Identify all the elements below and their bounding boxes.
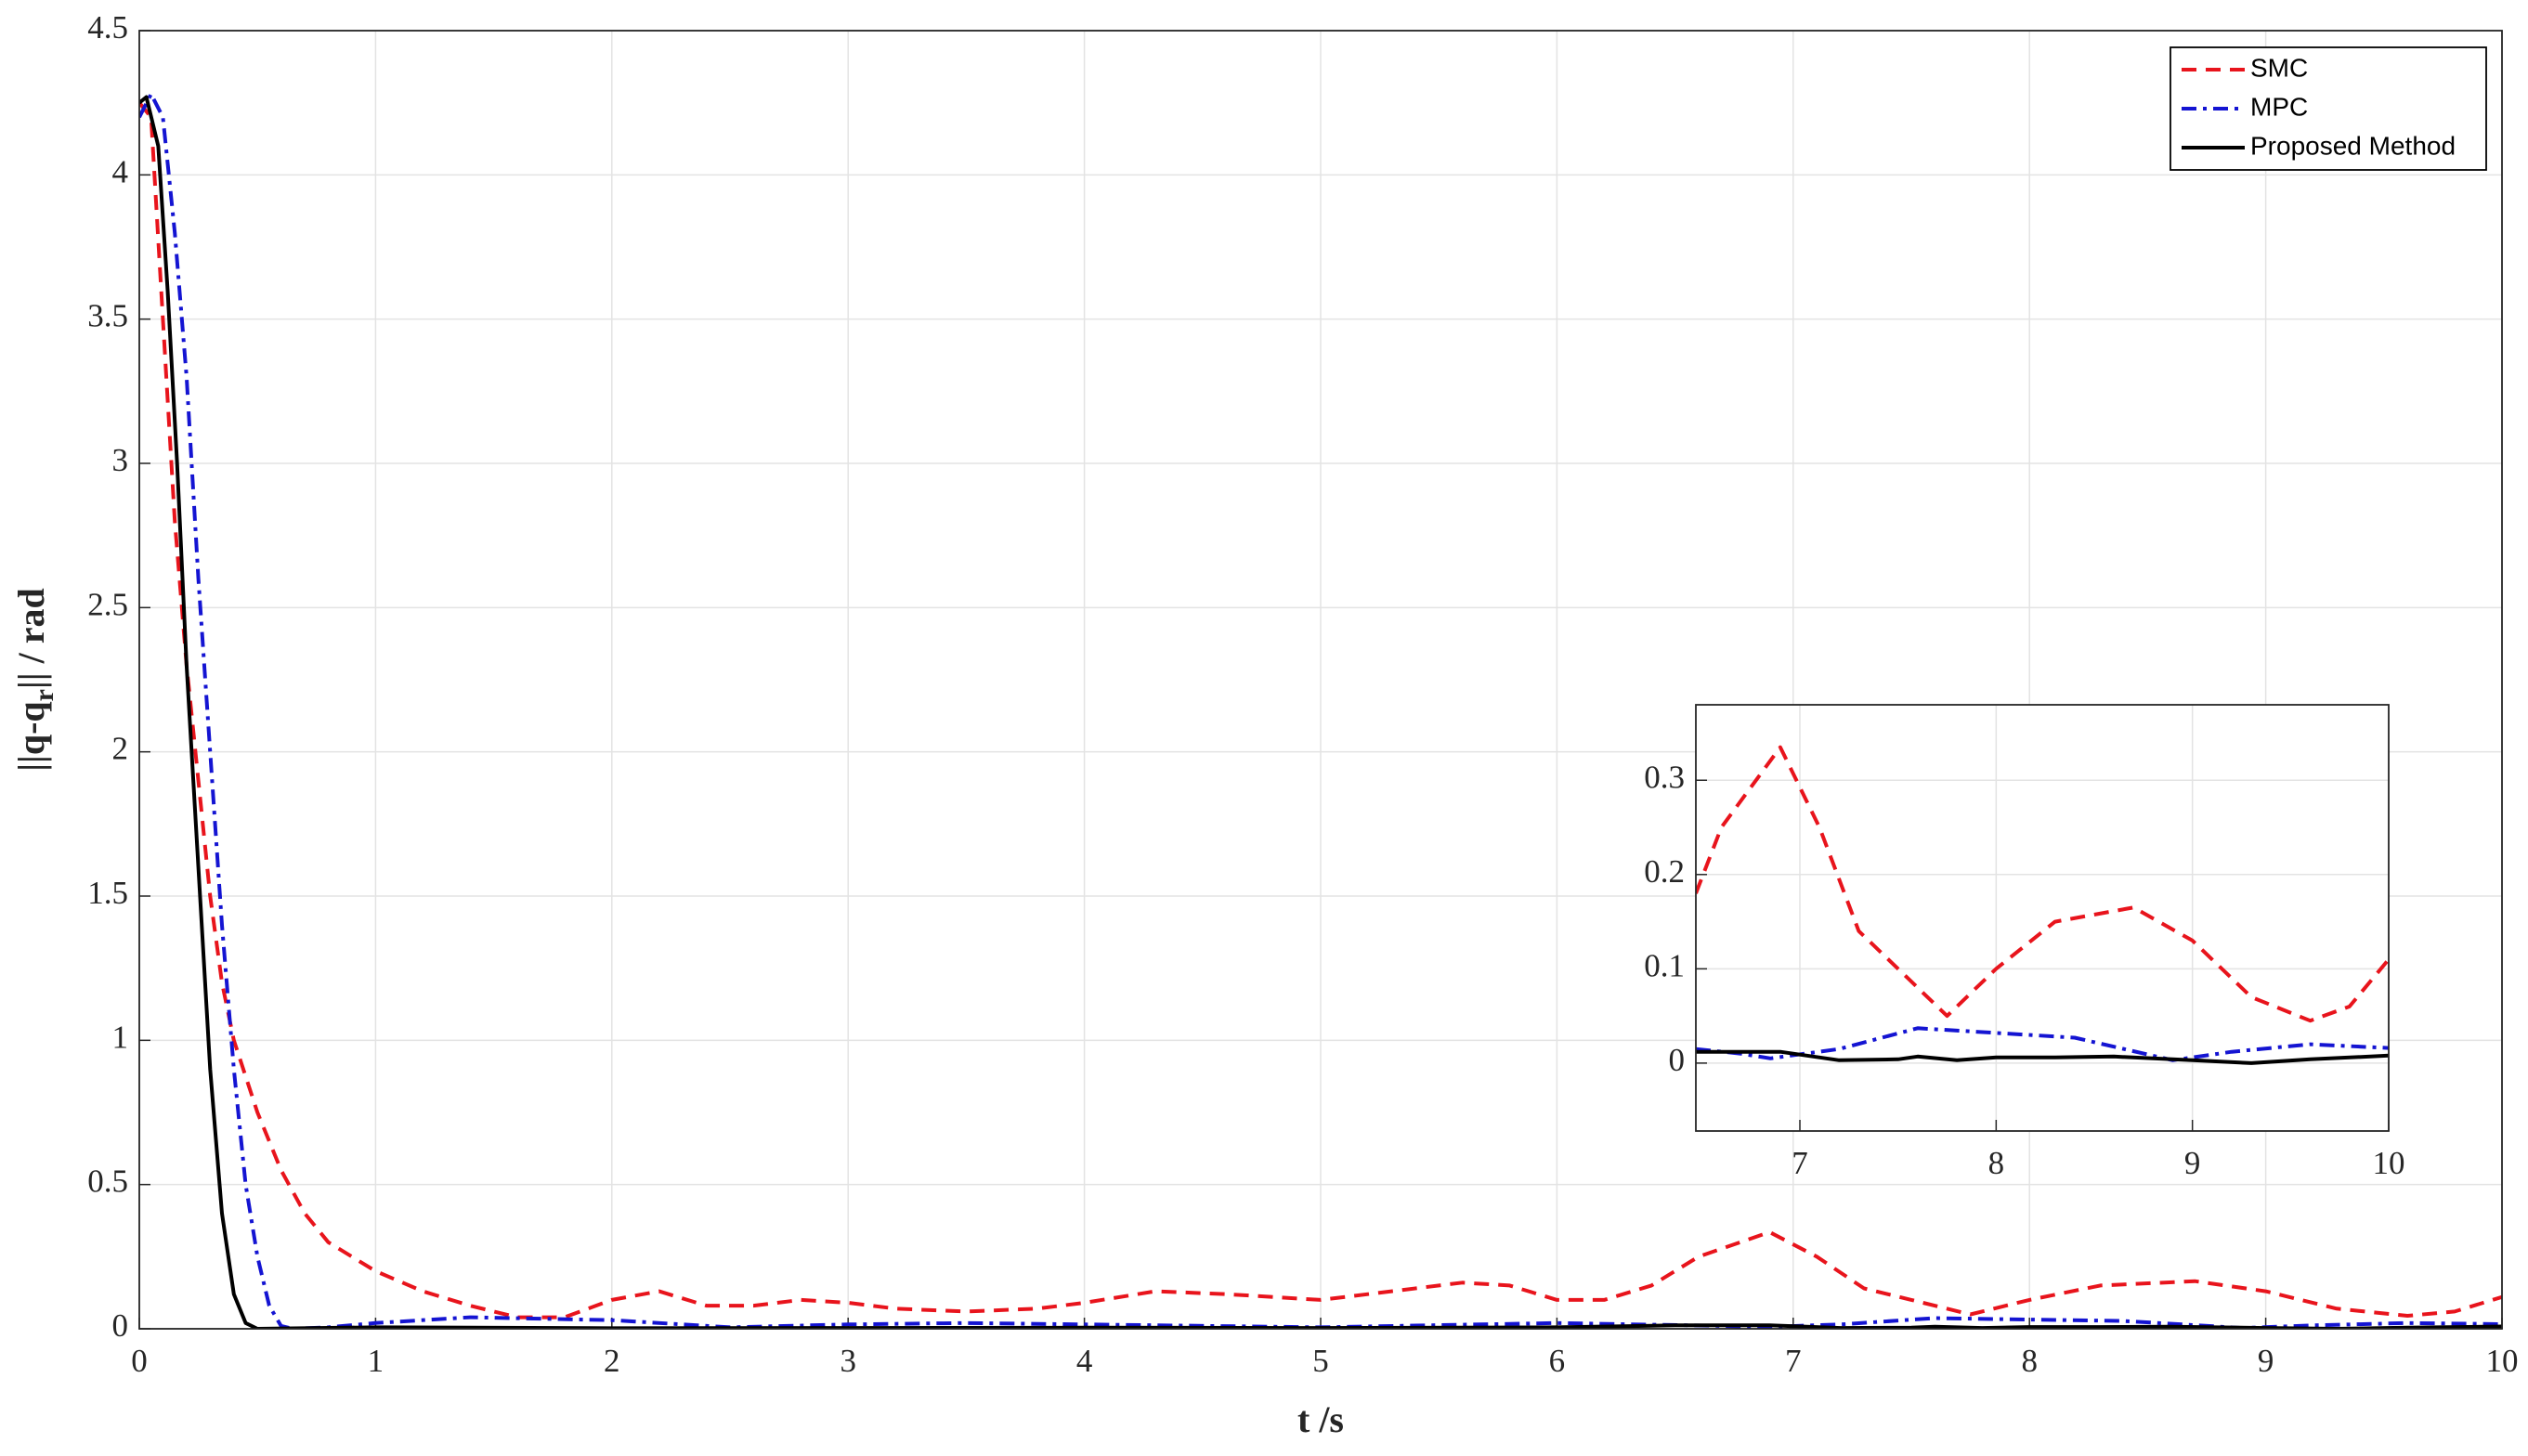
y-axis-label: ||q-qr|| / rad <box>10 588 59 772</box>
y-label-part: || / rad <box>10 588 52 689</box>
x-tick-label: 10 <box>2373 1145 2405 1181</box>
x-tick-label: 8 <box>2021 1343 2038 1379</box>
y-tick-label: 0.3 <box>1644 759 1685 795</box>
x-tick-label: 10 <box>2486 1343 2519 1379</box>
data-line <box>1696 1049 2389 1065</box>
axes-box <box>138 30 2503 1330</box>
x-tick-label: 9 <box>2184 1145 2201 1181</box>
legend-label: MPC <box>2250 92 2308 121</box>
x-tick-label: 8 <box>1988 1145 2005 1181</box>
data-line <box>139 95 2502 1329</box>
x-tick-label: 1 <box>368 1343 384 1379</box>
legend-label: Proposed Method <box>2250 131 2456 160</box>
y-tick-label: 0.5 <box>87 1164 128 1200</box>
x-tick-label: 7 <box>1792 1145 1808 1181</box>
y-label-sub: r <box>29 689 59 701</box>
legend-label: SMC <box>2250 53 2308 82</box>
y-tick-label: 4.5 <box>87 9 128 46</box>
axes-box <box>1695 704 2390 1132</box>
y-tick-label: 0 <box>112 1307 129 1344</box>
y-tick-label: 2 <box>112 731 129 767</box>
data-line <box>139 101 2502 1320</box>
series-group <box>139 92 2502 1329</box>
data-line <box>139 92 2502 1329</box>
x-tick-label: 5 <box>1312 1343 1329 1379</box>
x-tick-label: 6 <box>1549 1343 1566 1379</box>
y-tick-label: 2.5 <box>87 586 128 622</box>
y-tick-label: 3.5 <box>87 298 128 334</box>
x-tick-label: 4 <box>1076 1343 1093 1379</box>
y-tick-label: 3 <box>112 442 129 478</box>
x-tick-label: 7 <box>1785 1343 1802 1379</box>
data-line <box>1696 1026 2389 1062</box>
y-tick-label: 0 <box>1669 1042 1686 1078</box>
y-tick-label: 4 <box>112 153 129 189</box>
y-tick-label: 0.1 <box>1644 947 1685 983</box>
y-tick-label: 1.5 <box>87 875 128 911</box>
x-tick-label: 9 <box>2258 1343 2274 1379</box>
series-group <box>1696 745 2389 1065</box>
x-tick-label: 0 <box>131 1343 148 1379</box>
x-tick-label: 3 <box>840 1343 856 1379</box>
y-tick-label: 0.2 <box>1644 853 1685 890</box>
y-label-part: ||q-q <box>10 701 52 771</box>
x-axis-label: t /s <box>1297 1398 1344 1440</box>
y-tick-label: 1 <box>112 1019 129 1055</box>
data-line <box>1696 745 2389 1023</box>
x-tick-label: 2 <box>604 1343 620 1379</box>
